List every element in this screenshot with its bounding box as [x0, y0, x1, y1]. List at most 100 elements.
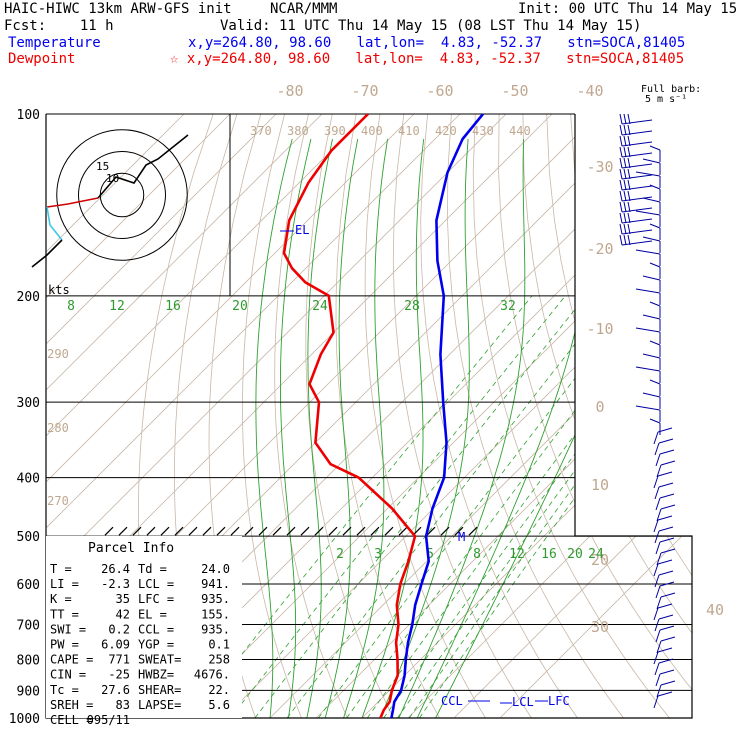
theta-label: 400 [361, 124, 383, 138]
parcel-row-value: 27.6 [101, 683, 130, 697]
stable-layer-hatch [286, 526, 296, 536]
stable-layer-hatch [356, 526, 366, 536]
wind-barb-flag [642, 392, 661, 398]
pressure-label-900: 900 [17, 684, 40, 699]
model-title: HAIC-HIWC 13km ARW-GFS init [4, 1, 232, 17]
parcel-row-value: 26.4 [101, 562, 130, 576]
hodograph-ring [78, 151, 166, 239]
parcel-row-label: LCL = [138, 577, 174, 591]
stable-layer-hatch [258, 526, 268, 536]
wind-barb-flag [658, 658, 674, 664]
temperature-location: x,y=264.80, 98.60 lat,lon= 4.83, -52.37 … [188, 35, 686, 51]
level-markers: EL M CCL LCL LFC [280, 223, 570, 709]
stable-layer-hatch [146, 526, 156, 536]
dry-adiabat-line [447, 114, 624, 718]
wind-barb-flag [619, 168, 623, 180]
stable-layer-hatch [132, 526, 142, 536]
wind-barb-staff [656, 464, 662, 478]
el-label: EL [295, 223, 309, 237]
left-theta-label: 270 [47, 494, 69, 508]
wind-barb-flag [649, 223, 661, 229]
wind-barb-staff [656, 596, 662, 610]
parcel-row-value: 095/11 [87, 713, 130, 727]
stable-layer-hatch [440, 526, 450, 536]
isotherm-line [46, 114, 369, 718]
dry-adiabat-line [392, 114, 532, 718]
mixing-label-200: 32 [500, 299, 516, 314]
wind-barb-flag [623, 179, 627, 191]
wind-barb-flag [649, 379, 661, 385]
temperature-legend: Temperature [8, 35, 101, 51]
wind-barb-flag [659, 625, 675, 631]
wind-barb-flag [660, 504, 676, 510]
wind-barb-staff [655, 497, 661, 511]
stable-layer-hatch [272, 526, 282, 536]
stable-layer-hatch [300, 526, 310, 536]
parcel-row-label: T = [50, 562, 72, 576]
mixing-label-200: 28 [404, 299, 420, 314]
parcel-row-label: CAPE = [50, 653, 93, 667]
wind-barb-staff [621, 119, 653, 125]
wind-barb-flag [657, 647, 673, 653]
wind-barb-flag [623, 113, 627, 125]
wind-barb-flag [627, 234, 631, 246]
parcel-row-label: HWBZ= [138, 668, 174, 682]
stable-layer-hatch [244, 526, 254, 536]
wind-barb-flag [658, 438, 674, 444]
isotherm-line [46, 114, 277, 718]
wind-barb-flag [627, 223, 631, 235]
left-theta-label: 280 [47, 421, 69, 435]
wind-barb-flag [660, 460, 676, 466]
wind-barb-staff [655, 673, 661, 687]
wind-barb-flag [623, 124, 627, 136]
theta-label: 380 [287, 124, 309, 138]
parcel-row-value: 0.2 [108, 622, 130, 636]
dry-adiabat-line [498, 114, 692, 718]
wind-barb-flag [619, 124, 623, 136]
right-temp-label: 30 [591, 618, 609, 636]
dry-adiabat-line [594, 114, 692, 718]
wind-barb-flag [623, 201, 627, 213]
stable-layer-hatch [314, 526, 324, 536]
parcel-row-label: CCL = [138, 622, 174, 636]
dry-adiabat-line [714, 114, 740, 718]
parcel-row-label: LI = [50, 577, 79, 591]
wind-barb-flag [649, 145, 661, 151]
parcel-row-value: 6.09 [101, 638, 130, 652]
stable-layer-hatch [468, 526, 478, 536]
wind-barb-staff [655, 453, 661, 467]
mixing-label-550: 24 [588, 547, 604, 562]
right-temp-label: 0 [595, 398, 604, 416]
wind-barb-flag [657, 427, 673, 433]
isotherm-line [46, 114, 323, 718]
parcel-row-value: 0.1 [208, 638, 230, 652]
dry-adiabat-line [617, 114, 692, 718]
stable-layer-hatch [398, 526, 408, 536]
parcel-row-value: 5.6 [208, 698, 230, 712]
hodograph-ring [56, 129, 188, 261]
dry-adiabat-line [305, 114, 394, 718]
moist-adiabat-line [435, 138, 673, 718]
wind-barb-staff [653, 695, 659, 709]
dry-adiabat-line [420, 114, 578, 718]
parcel-row-value: 24.0 [201, 562, 230, 576]
mixing-ratio-line [419, 295, 692, 718]
mixing-ratio-line [397, 295, 692, 718]
dewpoint-legend: Dewpoint [8, 51, 76, 67]
wind-barb-staff [656, 552, 662, 566]
parcel-row-label: TT = [50, 607, 79, 621]
parcel-row-label: SWEAT= [138, 653, 181, 667]
parcel-title: Parcel Info [88, 541, 174, 556]
mixing-label-200: 20 [232, 299, 248, 314]
stable-layer-hatch [454, 526, 464, 536]
pressure-label-400: 400 [17, 472, 40, 487]
wind-barb-staff [621, 141, 653, 147]
wind-barb-flag [619, 190, 623, 202]
parcel-row-label: SWI = [50, 622, 86, 636]
ccl-label: CCL [441, 694, 463, 708]
mixing-label-550: 2 [336, 547, 344, 562]
wind-barb-flag [659, 581, 675, 587]
